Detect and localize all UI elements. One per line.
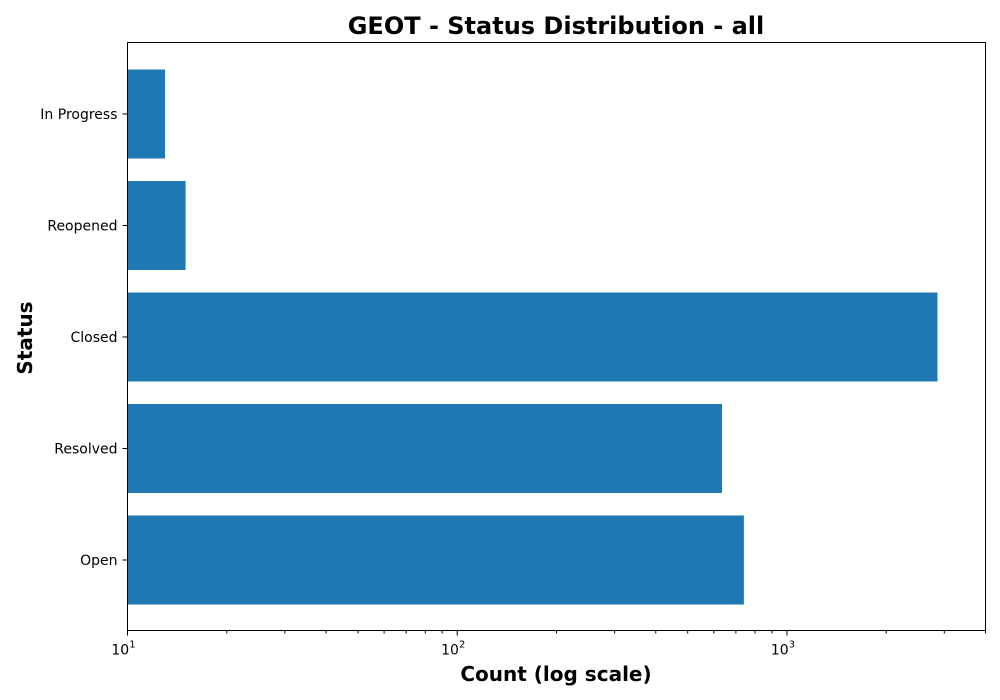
x-tick-label: 103 (771, 640, 795, 659)
y-tick-label: Resolved (54, 442, 117, 458)
y-axis: Open Resolved Closed Reopened In Progress (40, 107, 128, 569)
y-tick-label: Reopened (47, 219, 117, 235)
x-axis-label: Count (log scale) (460, 662, 651, 686)
bars-group (127, 69, 938, 605)
chart-title: GEOT - Status Distribution - all (348, 12, 765, 40)
bar-resolved (127, 404, 722, 493)
bar-in-progress (127, 69, 166, 159)
y-tick-label: Open (80, 553, 117, 569)
bar-reopened (127, 181, 186, 270)
y-tick-label: In Progress (40, 107, 117, 123)
bar-closed (127, 292, 938, 382)
bar-open (127, 515, 744, 605)
x-tick-label: 102 (441, 640, 465, 659)
x-axis: 101 102 103 (111, 630, 986, 659)
x-tick-label: 101 (111, 640, 135, 659)
y-tick-label: Closed (70, 330, 117, 346)
y-axis-label: Status (13, 301, 37, 374)
